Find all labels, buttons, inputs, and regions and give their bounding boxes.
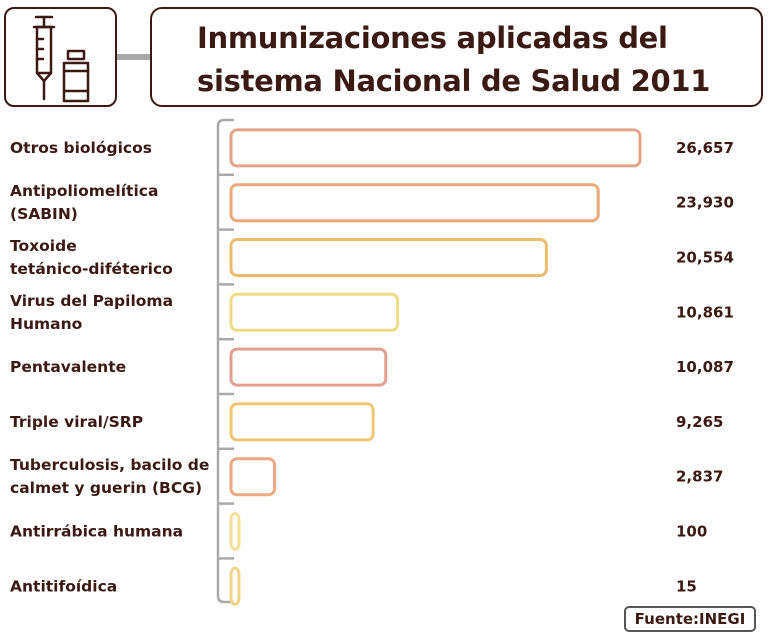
- category-label: Triple viral/SRP: [10, 413, 143, 431]
- axis-bracket: [216, 118, 234, 604]
- bar: [229, 238, 548, 277]
- value-label: 100: [676, 523, 707, 541]
- value-label: 20,554: [676, 249, 734, 267]
- value-label: 2,837: [676, 468, 723, 486]
- bar: [229, 347, 388, 387]
- value-label: 23,930: [676, 194, 734, 212]
- syringe-vial-icon: [32, 15, 90, 103]
- category-label: Antirrábica humana: [10, 523, 183, 541]
- header-icon-box: [4, 7, 117, 107]
- category-label: Antipoliomelítica (SABIN): [10, 182, 158, 223]
- category-label: Virus del Papiloma Humano: [10, 292, 173, 333]
- bar: [229, 402, 375, 442]
- category-label: Antitifoídica: [10, 577, 117, 595]
- page-title-line-2: sistema Nacional de Salud 2011: [197, 64, 711, 98]
- header-connector: [117, 54, 150, 60]
- value-label: 26,657: [676, 139, 734, 157]
- category-label: Toxoide tetánico-diféterico: [10, 237, 173, 278]
- value-label: 10,861: [676, 303, 734, 321]
- title-box: Inmunizaciones aplicadas del sistema Nac…: [150, 7, 763, 107]
- bar: [229, 566, 241, 606]
- page-title-line-1: Inmunizaciones aplicadas del: [197, 21, 668, 55]
- value-label: 10,087: [676, 358, 734, 376]
- category-label: Otros biológicos: [10, 139, 152, 157]
- category-label: Pentavalente: [10, 358, 126, 376]
- bar: [229, 292, 400, 332]
- category-label: Tuberculosis, bacilo de calmet y guerin (…: [10, 456, 209, 497]
- value-label: 15: [676, 577, 697, 595]
- bar: [229, 512, 241, 551]
- bar: [229, 457, 277, 497]
- value-label: 9,265: [676, 413, 723, 431]
- bar: [229, 183, 600, 223]
- source-label: Fuente:INEGI: [624, 606, 756, 632]
- bar: [229, 128, 642, 168]
